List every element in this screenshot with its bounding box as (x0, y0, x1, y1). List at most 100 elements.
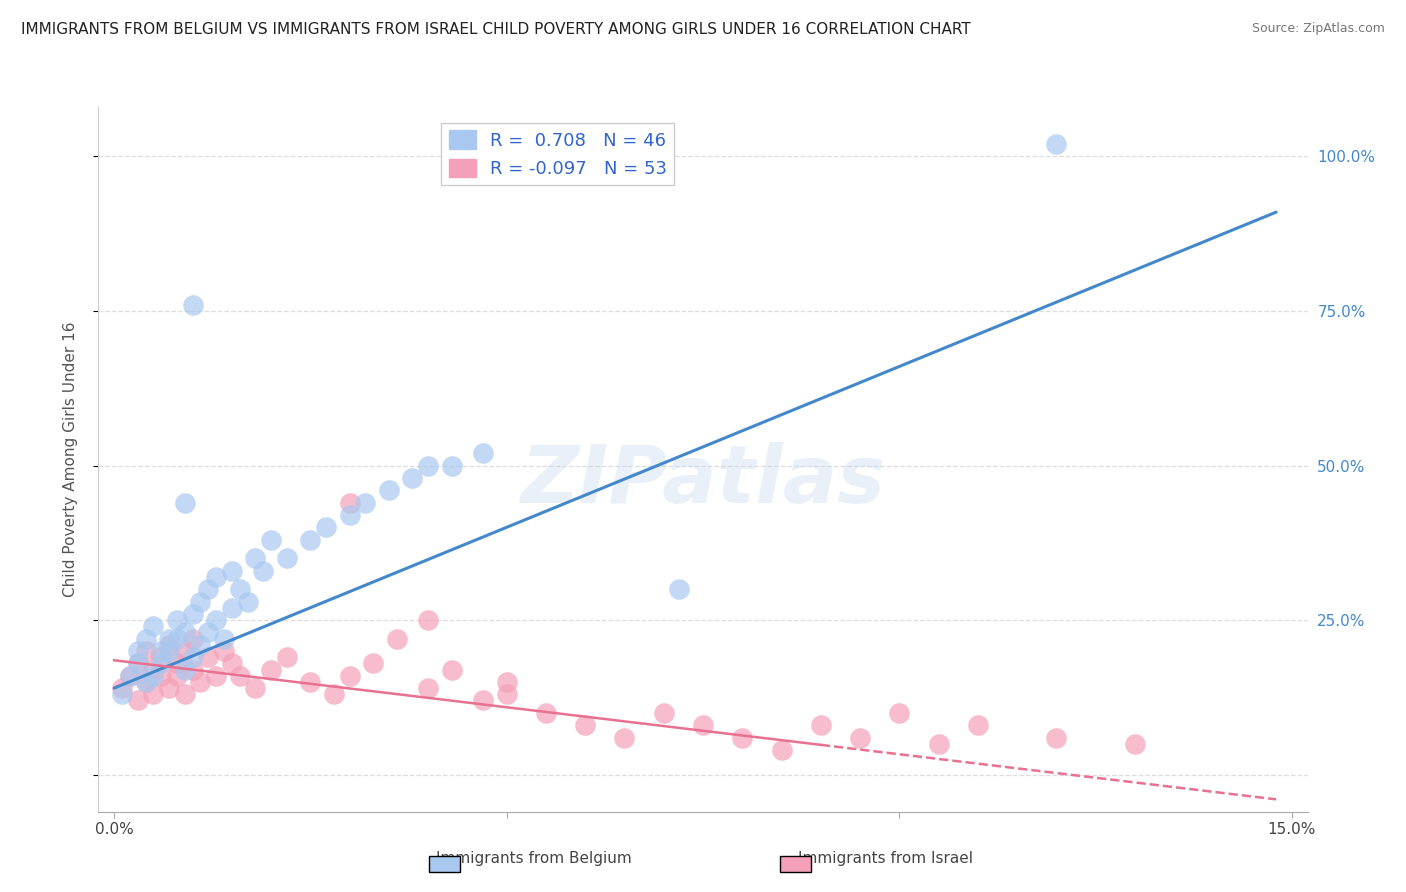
Point (229, 669, 252, 683)
Point (173, 625, 195, 640)
Point (157, 644, 180, 658)
Text: Source: ZipAtlas.com: Source: ZipAtlas.com (1251, 22, 1385, 36)
Point (276, 650, 298, 665)
Point (731, 731, 754, 745)
Point (157, 638, 180, 652)
Point (111, 681, 134, 695)
Point (229, 582, 252, 597)
Point (197, 582, 219, 597)
Point (166, 632, 188, 646)
Point (173, 663, 195, 677)
Point (135, 644, 157, 658)
Point (127, 657, 149, 671)
Point (966, 718, 988, 732)
Point (127, 693, 149, 707)
Point (166, 657, 188, 671)
Point (236, 594, 259, 608)
Point (127, 657, 149, 671)
Point (472, 693, 495, 707)
Point (118, 669, 141, 683)
Point (157, 632, 180, 646)
Point (190, 638, 212, 652)
Point (260, 533, 283, 547)
Point (166, 669, 188, 683)
Point (810, 718, 832, 732)
Point (173, 644, 195, 658)
Text: IMMIGRANTS FROM BELGIUM VS IMMIGRANTS FROM ISRAEL CHILD POVERTY AMONG GIRLS UNDE: IMMIGRANTS FROM BELGIUM VS IMMIGRANTS FR… (21, 22, 970, 37)
Point (1123, 737, 1146, 751)
Point (495, 674, 517, 689)
Y-axis label: Child Poverty Among Girls Under 16: Child Poverty Among Girls Under 16 (63, 322, 77, 597)
Point (205, 570, 228, 584)
Point (181, 650, 204, 665)
Point (150, 669, 173, 683)
Point (849, 731, 872, 745)
Point (142, 663, 165, 677)
Point (692, 718, 714, 732)
Point (142, 687, 165, 701)
Point (245, 681, 267, 695)
Point (181, 298, 204, 312)
Point (190, 594, 212, 608)
Point (472, 446, 495, 460)
Point (418, 458, 440, 473)
Point (157, 681, 180, 695)
Text: ZIPatlas: ZIPatlas (520, 442, 886, 519)
Point (613, 731, 636, 745)
Text: Immigrants from Belgium: Immigrants from Belgium (436, 852, 633, 866)
Point (142, 669, 165, 683)
Point (205, 613, 228, 627)
Point (385, 632, 408, 646)
Point (252, 564, 274, 578)
Point (534, 706, 557, 720)
Point (339, 669, 361, 683)
Point (111, 687, 134, 701)
Point (221, 657, 243, 671)
Point (142, 619, 165, 633)
Point (181, 632, 204, 646)
Point (418, 613, 440, 627)
Point (323, 687, 346, 701)
Point (197, 625, 219, 640)
Point (928, 737, 950, 751)
Point (260, 663, 283, 677)
Point (150, 644, 173, 658)
Point (770, 743, 793, 757)
Point (173, 687, 195, 701)
Point (135, 674, 157, 689)
Point (495, 687, 517, 701)
Point (401, 471, 423, 485)
Point (181, 607, 204, 621)
Point (190, 674, 212, 689)
Point (440, 458, 463, 473)
Point (197, 650, 219, 665)
Point (212, 632, 235, 646)
Text: Immigrants from Israel: Immigrants from Israel (799, 852, 973, 866)
Point (1045, 731, 1067, 745)
Point (1045, 137, 1067, 152)
Point (135, 674, 157, 689)
Point (299, 533, 322, 547)
Point (127, 644, 149, 658)
Point (181, 663, 204, 677)
Point (378, 483, 401, 498)
Point (245, 551, 267, 566)
Point (354, 496, 377, 510)
Point (276, 551, 298, 566)
Point (118, 669, 141, 683)
Point (668, 582, 690, 597)
Point (339, 508, 361, 522)
Point (652, 706, 675, 720)
Legend: R =  0.708   N = 46, R = -0.097   N = 53: R = 0.708 N = 46, R = -0.097 N = 53 (441, 123, 675, 186)
Point (440, 663, 463, 677)
Point (315, 520, 337, 534)
Point (150, 650, 173, 665)
Point (221, 564, 243, 578)
Point (221, 600, 243, 615)
Point (418, 681, 440, 695)
Point (361, 657, 384, 671)
Point (166, 613, 188, 627)
Point (173, 496, 195, 510)
Point (150, 657, 173, 671)
Point (339, 496, 361, 510)
